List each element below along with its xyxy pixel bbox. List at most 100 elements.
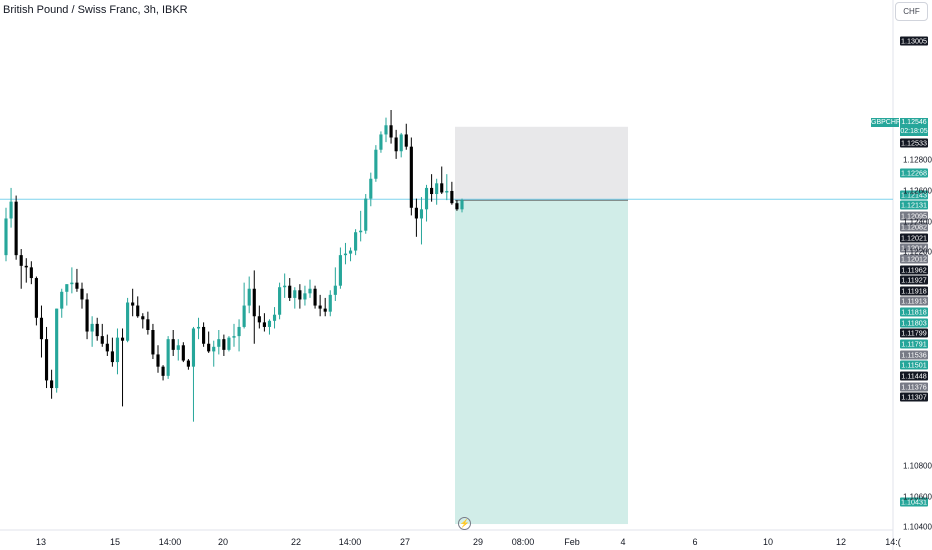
candle-body (222, 339, 226, 350)
candle-body (404, 134, 408, 147)
y-price-label: 1.11448 (900, 371, 928, 381)
candle-body (409, 146, 413, 208)
candle-body (65, 284, 69, 292)
candle-body (364, 198, 368, 231)
take-profit-zone[interactable] (455, 200, 628, 525)
x-tick-label: 15 (109, 537, 121, 547)
candle-body (19, 255, 23, 266)
candle-body (414, 207, 418, 219)
y-price-label: 1.12131 (900, 200, 928, 210)
candle-body (389, 125, 393, 138)
stop-loss-zone[interactable] (455, 126, 628, 201)
y-price-label: 1.11791 (900, 339, 928, 349)
y-price-label: 1.10431 (900, 497, 928, 507)
candle-body (196, 326, 201, 329)
y-price-label: 1.11501 (900, 360, 928, 370)
x-tick-label: 10 (762, 537, 774, 547)
candle-body (90, 323, 94, 332)
candle-body (44, 339, 49, 381)
candle-body (50, 380, 54, 389)
candle-body (4, 218, 8, 256)
candle-body (252, 288, 256, 317)
y-price-label: 1.11536 (900, 350, 928, 360)
candle-body (460, 200, 464, 210)
y-price-label: 1.12533 (900, 138, 928, 148)
candle-body (9, 201, 13, 219)
candle-body (100, 336, 104, 344)
candle-body (95, 323, 99, 337)
y-price-label: 1.12082 (900, 222, 928, 232)
x-tick-label: 29 (472, 537, 484, 547)
candle-body (191, 328, 196, 367)
candle-body (85, 299, 89, 332)
candle-body (105, 343, 109, 352)
candle-body (39, 317, 44, 340)
y-price-label: 1.11376 (900, 382, 928, 392)
x-tick-label: 14:( (885, 537, 901, 547)
candle-body (323, 308, 327, 312)
lightning-icon[interactable]: ⚡ (458, 517, 471, 530)
candle-body (60, 291, 64, 309)
x-tick-label: 14:00 (158, 537, 182, 547)
x-tick-label: 14:00 (338, 537, 362, 547)
candle-body (374, 149, 378, 179)
candle-body (257, 316, 261, 323)
candle-body (29, 267, 33, 279)
y-price-label: 1.12021 (900, 233, 928, 243)
candle-body (181, 345, 185, 361)
y-tick-label: 1.12800 (903, 155, 932, 165)
candle-body (419, 209, 424, 219)
candle-body (207, 343, 211, 352)
candle-body (424, 187, 429, 210)
y-price-label: 1.11927 (900, 275, 928, 285)
candle-body (14, 201, 18, 256)
y-tick-label: 1.12600 (903, 186, 932, 196)
y-tick-label: 1.12400 (903, 217, 932, 227)
candle-body (313, 288, 317, 306)
candle-body (115, 337, 120, 363)
current-price-label: 1.12546 02:18:05 (900, 118, 928, 136)
y-price-label: 1.11962 (900, 265, 928, 275)
candle-body (348, 250, 353, 254)
bar-countdown: 02:18:05 (900, 128, 928, 135)
x-tick-label: Feb (564, 537, 580, 547)
y-price-label: 1.11818 (900, 307, 928, 317)
candle-body (34, 278, 38, 318)
candle-body (293, 290, 297, 298)
candle-body (450, 190, 454, 204)
candle-body (278, 287, 282, 315)
candle-body (242, 305, 246, 327)
y-price-label: 1.12143 (900, 190, 928, 200)
candle-body (328, 294, 332, 312)
candle-body (333, 285, 337, 295)
candle-body (303, 293, 307, 300)
candle-body (141, 316, 145, 320)
currency-selector[interactable]: CHF (895, 2, 928, 21)
candle-body (237, 326, 241, 337)
y-price-label: 1.11799 (900, 328, 928, 338)
candle-body (217, 339, 221, 347)
candle-body (308, 288, 312, 294)
x-tick-label: 6 (692, 537, 698, 547)
candle-body (232, 336, 236, 338)
candle-body (126, 302, 130, 341)
candle-body (267, 320, 272, 327)
candle-body (136, 305, 140, 317)
candle-body (80, 288, 84, 300)
x-tick-label: 22 (290, 537, 302, 547)
candle-body (212, 346, 216, 352)
candle-body (171, 339, 175, 350)
y-tick-label: 1.12200 (903, 247, 932, 257)
candle-body (379, 134, 383, 150)
chart-title: British Pound / Swiss Franc, 3h, IBKR (3, 4, 188, 16)
candle-body (318, 305, 322, 309)
x-tick-label: 20 (217, 537, 229, 547)
candle-body (359, 230, 363, 233)
candle-body (55, 308, 59, 389)
x-tick-label: 12 (835, 537, 847, 547)
candle-body (176, 345, 180, 350)
candle-body (283, 285, 287, 288)
candle-body (399, 134, 403, 152)
y-price-label: 1.12268 (900, 168, 928, 178)
